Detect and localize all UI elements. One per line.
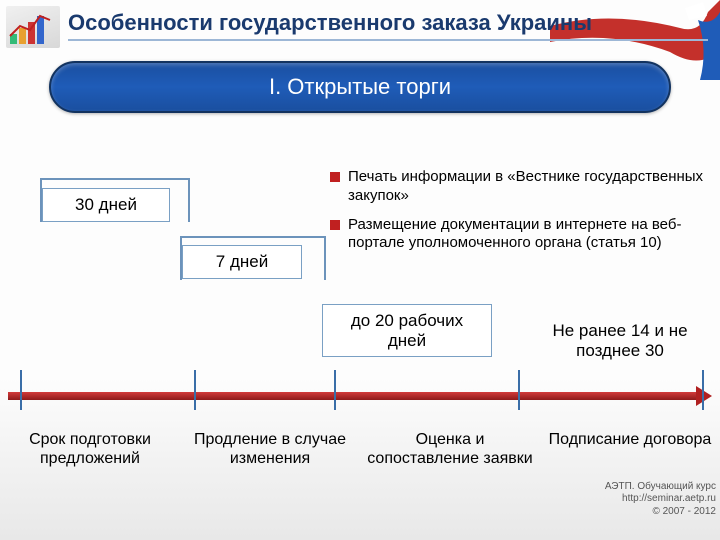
timeline-bar	[8, 392, 698, 400]
slide-title: Особенности государственного заказа Укра…	[68, 10, 708, 35]
timeline	[8, 386, 712, 406]
callout-7-days: 7 дней	[182, 245, 302, 279]
lead-line	[180, 236, 182, 280]
lead-line	[40, 178, 190, 180]
bullet-item: Размещение документации в интернете на в…	[330, 216, 708, 254]
timeline-tick	[194, 370, 196, 410]
stage-label: Подписание договора	[540, 430, 720, 468]
section-pill: I. Открытые торги	[49, 61, 671, 113]
callout-text: до 20 рабочих дней	[351, 311, 463, 350]
slide: Особенности государственного заказа Укра…	[0, 0, 720, 540]
bullet-text: Размещение документации в интернете на в…	[348, 216, 708, 254]
callout-30-days: 30 дней	[42, 188, 170, 222]
callout-text: 30 дней	[75, 195, 137, 214]
section-pill-text: I. Открытые торги	[269, 74, 451, 100]
timeline-tick	[518, 370, 520, 410]
timeline-tick	[702, 370, 704, 410]
lead-line	[324, 236, 326, 280]
bullet-square-icon	[330, 220, 340, 230]
timeline-tick	[20, 370, 22, 410]
callout-14-30: Не ранее 14 и не позднее 30	[532, 315, 708, 368]
footer-line: АЭТП. Обучающий курс	[605, 481, 716, 494]
bullet-list: Печать информации в «Вестнике государств…	[330, 168, 708, 263]
footer: АЭТП. Обучающий курс http://seminar.aetp…	[605, 481, 716, 519]
stage-label: Срок подготовки предложений	[0, 430, 180, 468]
lead-line	[188, 178, 190, 222]
bullet-item: Печать информации в «Вестнике государств…	[330, 168, 708, 206]
callout-text: Не ранее 14 и не позднее 30	[552, 321, 687, 360]
header: Особенности государственного заказа Укра…	[0, 0, 720, 47]
bullet-square-icon	[330, 172, 340, 182]
bullet-text: Печать информации в «Вестнике государств…	[348, 168, 708, 206]
stage-label: Продление в случае изменения	[180, 430, 360, 468]
stage-labels: Срок подготовки предложений Продление в …	[0, 430, 720, 468]
footer-line: © 2007 - 2012	[605, 506, 716, 519]
timeline-tick	[334, 370, 336, 410]
stage-label: Оценка и сопоставление заявки	[360, 430, 540, 468]
lead-line	[40, 178, 42, 222]
lead-line	[180, 236, 326, 238]
title-underline	[68, 39, 708, 41]
callout-20-days: до 20 рабочих дней	[322, 304, 492, 357]
timeline-arrowhead-icon	[696, 386, 712, 406]
footer-line: http://seminar.aetp.ru	[605, 493, 716, 506]
callout-text: 7 дней	[216, 252, 268, 271]
logo-chart-icon	[6, 6, 60, 48]
